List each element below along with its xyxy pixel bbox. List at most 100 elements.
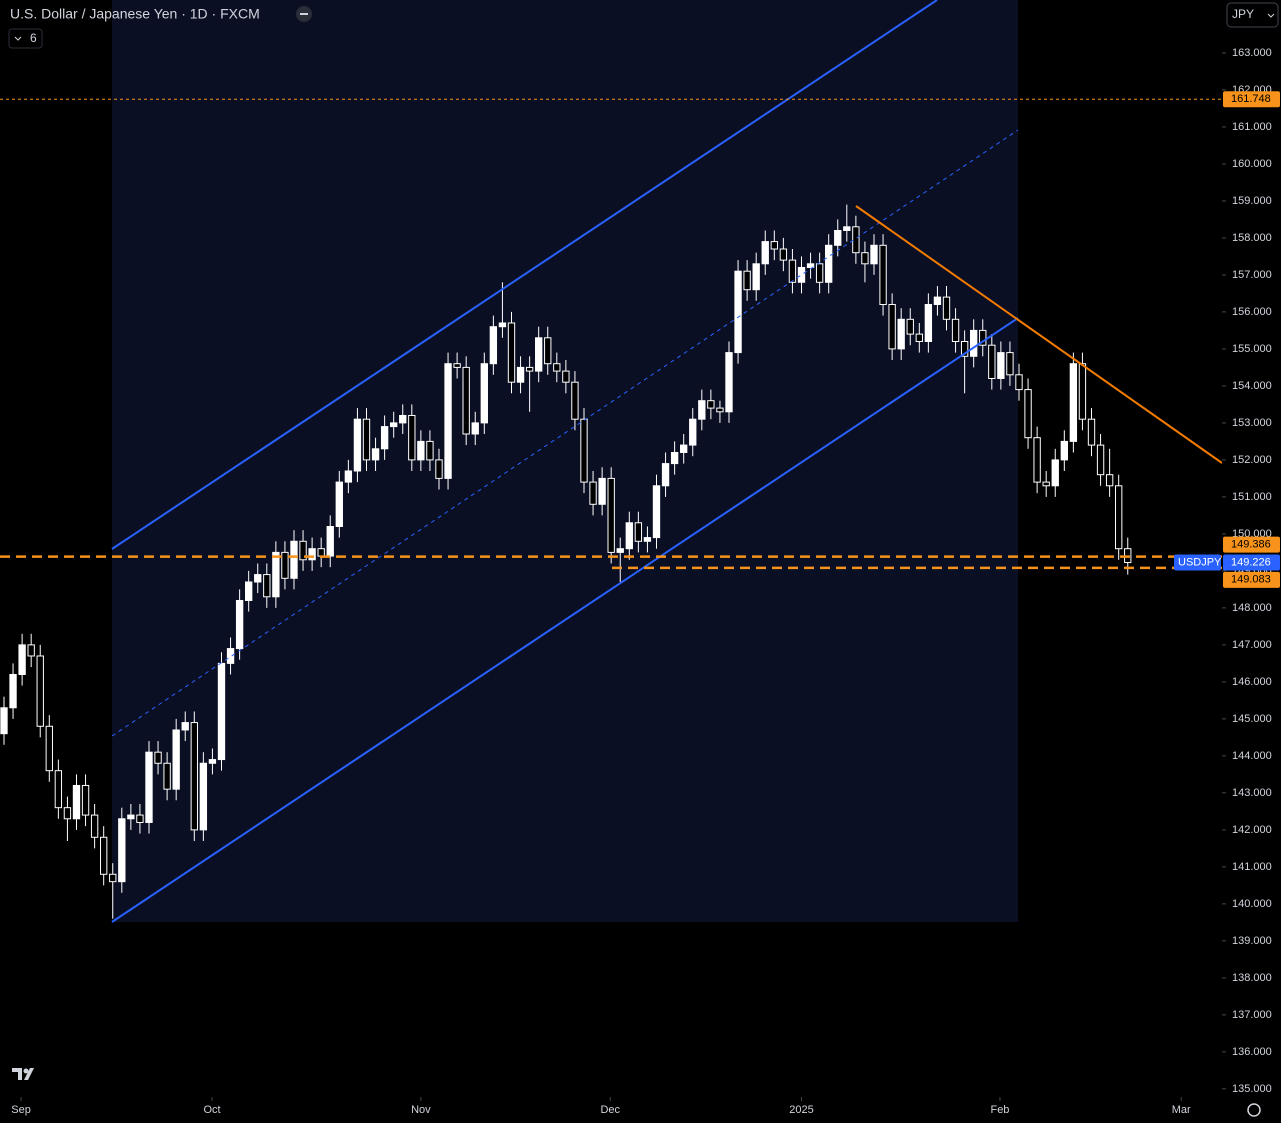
y-tick-label: 160.000: [1232, 158, 1272, 170]
candle-body: [1015, 374, 1023, 391]
y-tick-label: 151.000: [1232, 491, 1272, 503]
candle-body: [136, 814, 144, 823]
price-tag-label: 149.386: [1231, 539, 1271, 551]
candle-body: [870, 244, 878, 265]
x-tick-label: Feb: [990, 1104, 1009, 1116]
candle-body: [516, 366, 525, 383]
symbol-tag: [1174, 554, 1221, 571]
y-tick-label: 153.000: [1232, 417, 1272, 429]
candle-body: [453, 363, 461, 368]
candle-body: [435, 459, 443, 479]
logo-dot: [23, 1068, 29, 1074]
y-tick-label: 163.000: [1232, 47, 1272, 59]
y-tick-label: 152.000: [1232, 454, 1272, 466]
candle-body: [879, 244, 887, 305]
candle-body: [634, 522, 643, 542]
candle-body: [36, 655, 44, 727]
candle-body: [81, 784, 90, 816]
candle-body: [1105, 474, 1114, 487]
candle-body: [317, 548, 325, 557]
candle-body: [9, 673, 17, 709]
candle-body: [562, 370, 570, 383]
candle-body: [63, 807, 72, 820]
x-tick-label: 2025: [789, 1104, 813, 1116]
candle-body: [1115, 485, 1123, 550]
candle-body: [118, 818, 126, 883]
currency-label: JPY: [1232, 7, 1254, 21]
currency-button[interactable]: [1226, 2, 1279, 28]
candle-body: [652, 485, 661, 539]
candle-body: [888, 303, 896, 350]
chevron: [1267, 13, 1275, 18]
candle-body: [734, 270, 742, 354]
candle-body: [571, 381, 579, 420]
candle-body: [535, 337, 543, 372]
x-tick-label: Nov: [411, 1104, 431, 1116]
channel-lower: [111, 317, 1019, 923]
candle-body: [834, 229, 842, 246]
candle-body: [1096, 444, 1105, 476]
candle-body: [45, 725, 53, 772]
candle-body: [390, 422, 398, 428]
candle-body: [27, 644, 35, 657]
candle-body: [797, 266, 806, 283]
candle-body: [897, 318, 905, 350]
y-tick-label: 141.000: [1232, 861, 1272, 873]
candle-body: [344, 470, 353, 483]
candle-body: [154, 751, 162, 764]
candle-body: [199, 762, 208, 831]
candle-body: [254, 574, 262, 583]
candle-body: [960, 340, 969, 357]
price-tag: [1223, 536, 1280, 553]
candle-body: [942, 296, 951, 320]
candle-body: [979, 329, 987, 346]
y-tick-label: 147.000: [1232, 639, 1272, 651]
candle-body: [371, 448, 380, 461]
y-tick-label: 154.000: [1232, 380, 1272, 392]
candle-body: [752, 263, 760, 291]
y-tick-label: 144.000: [1232, 750, 1272, 762]
candle-body: [997, 352, 1005, 379]
candle-body: [1042, 481, 1050, 487]
indicator-toggle[interactable]: [8, 28, 43, 49]
candle-body: [825, 244, 833, 283]
candle-body: [689, 418, 697, 446]
candle-body: [217, 662, 226, 761]
candle-body: [100, 836, 108, 875]
y-tick-label: 143.000: [1232, 787, 1272, 799]
candle-body: [933, 296, 942, 305]
y-tick-label: 157.000: [1232, 269, 1272, 281]
settings-button[interactable]: [1247, 1103, 1261, 1117]
x-tick-label: Dec: [600, 1104, 620, 1116]
candle-body: [480, 363, 488, 424]
candle-body: [815, 263, 824, 283]
y-tick-label: 136.000: [1232, 1046, 1272, 1058]
candle-body: [163, 762, 171, 790]
candle-body: [380, 426, 389, 450]
y-tick-label: 142.000: [1232, 824, 1272, 836]
candle-body: [725, 352, 733, 413]
x-tick-label: Mar: [1172, 1104, 1191, 1116]
indicator-count: 6: [30, 31, 37, 45]
candle-body: [670, 451, 679, 465]
candle-body: [127, 814, 135, 820]
candle-body: [326, 525, 334, 557]
candle-body: [1078, 363, 1087, 420]
candle-body: [616, 548, 624, 553]
candle-body: [181, 722, 189, 731]
candle-body: [90, 814, 99, 838]
candle-body: [1069, 363, 1078, 442]
candle-body: [335, 481, 343, 527]
y-tick-label: 155.000: [1232, 343, 1272, 355]
y-tick-label: 158.000: [1232, 232, 1272, 244]
candle-body: [417, 440, 425, 461]
candle-body: [0, 707, 8, 735]
candle-body: [716, 407, 724, 413]
candle-body: [1006, 352, 1014, 376]
price-tag: [1223, 571, 1280, 588]
candle-body: [607, 477, 615, 553]
candle-body: [525, 366, 534, 372]
candle-body: [1087, 418, 1096, 446]
